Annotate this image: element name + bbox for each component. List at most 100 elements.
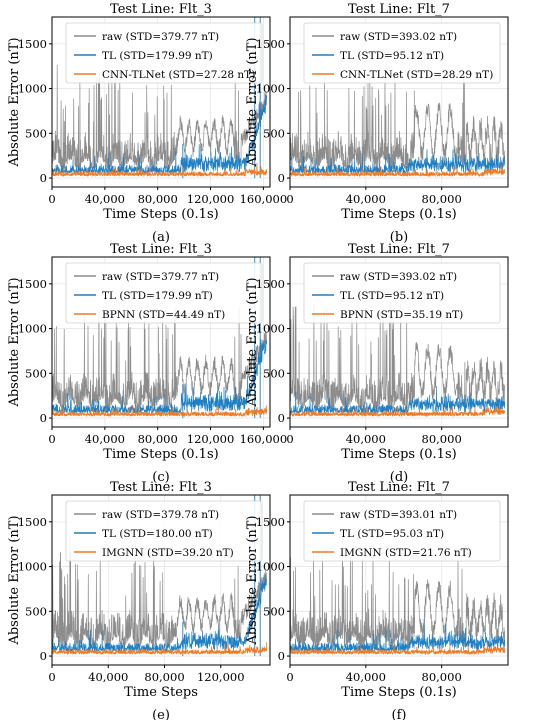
- legend: raw (STD=379.77 nT) TL (STD=179.99 nT) BPN…: [65, 262, 263, 324]
- legend: raw (STD=393.02 nT) TL (STD=95.12 nT) BPNN…: [303, 262, 501, 324]
- x-tick-label: 0: [48, 192, 55, 206]
- panel-caption: (a): [152, 230, 170, 245]
- y-tick-label: 1500: [18, 277, 47, 291]
- plot-frame: [51, 16, 271, 188]
- legend-box: [65, 262, 263, 324]
- y-axis-label: Absolute Error (nT): [7, 37, 22, 167]
- x-tick-label: 80,000: [422, 192, 462, 206]
- plot-area: [52, 257, 268, 419]
- y-tick-label: 0: [40, 411, 47, 425]
- plot-frame: [289, 256, 509, 428]
- y-tick-label: 0: [278, 411, 285, 425]
- plot-frame: [289, 16, 509, 188]
- legend-entry: BPNN (STD=35.19 nT): [340, 309, 463, 321]
- x-tick-label: 80,000: [144, 670, 184, 684]
- legend-box: [303, 500, 501, 562]
- y-tick-label: 1000: [256, 322, 285, 336]
- legend-entry: TL (STD=95.12 nT): [340, 290, 444, 302]
- y-tick-label: 500: [25, 126, 47, 140]
- legend-entry: raw (STD=393.02 nT): [340, 271, 457, 283]
- y-axis-label: Absolute Error (nT): [245, 37, 260, 167]
- chart-title: Test Line: Flt_3: [110, 2, 212, 17]
- series-tl: [290, 618, 506, 652]
- legend-entry: TL (STD=179.99 nT): [102, 290, 213, 302]
- x-axis-label: Time Steps (0.1s): [341, 685, 456, 700]
- x-tick-label: 40,000: [346, 670, 386, 684]
- panel-caption: (e): [152, 708, 170, 720]
- x-tick-label: 120,000: [187, 432, 235, 446]
- x-axis-label: Time Steps (0.1s): [341, 447, 456, 462]
- legend-box: [65, 22, 263, 84]
- y-tick-label: 1000: [18, 322, 47, 336]
- plot-frame: [51, 494, 271, 666]
- series-model: [290, 405, 506, 418]
- legend: raw (STD=379.77 nT) TL (STD=179.99 nT) CNN…: [65, 22, 263, 84]
- legend-entry: raw (STD=393.01 nT): [340, 509, 457, 521]
- series-tl: [52, 94, 268, 174]
- plot-area: [290, 534, 506, 656]
- plot-area: [290, 70, 506, 178]
- plot-area: [290, 301, 506, 418]
- chart-title: Test Line: Flt_3: [110, 242, 212, 257]
- y-tick-label: 500: [263, 604, 285, 618]
- legend-entry: BPNN (STD=44.49 nT): [102, 309, 225, 321]
- x-tick-label: 40,000: [85, 192, 125, 206]
- series-raw: [290, 301, 506, 411]
- y-tick-label: 1500: [256, 277, 285, 291]
- panel-f: 0 500 1000 1500 0 40,000 80,000 Test Line: Flt_…: [245, 480, 509, 720]
- y-tick-label: 500: [263, 366, 285, 380]
- series-model: [52, 405, 268, 418]
- legend-entry: TL (STD=95.12 nT): [340, 50, 444, 62]
- legend-entry: CNN-TLNet (STD=27.28 nT): [102, 69, 255, 81]
- chart-title: Test Line: Flt_3: [110, 480, 212, 495]
- legend: raw (STD=393.02 nT) TL (STD=95.12 nT) CNN-…: [303, 22, 501, 84]
- x-tick-label: 0: [286, 670, 293, 684]
- x-tick-label: 120,000: [197, 670, 245, 684]
- legend-box: [303, 22, 501, 84]
- panel-c: 0 500 1000 1500 0 40,000 80,000 120,000 160,000 T…: [7, 242, 287, 485]
- legend-box: [65, 500, 263, 562]
- x-tick-label: 0: [286, 192, 293, 206]
- series-raw: [52, 536, 267, 650]
- y-tick-label: 0: [278, 649, 285, 663]
- x-tick-label: 80,000: [422, 432, 462, 446]
- legend-entry: raw (STD=379.77 nT): [102, 31, 219, 43]
- x-tick-label: 80,000: [422, 670, 462, 684]
- panel-b: 0 500 1000 1500 0 40,000 80,000 Test Line: Flt_…: [245, 2, 509, 245]
- y-tick-label: 1000: [256, 82, 285, 96]
- x-tick-label: 80,000: [138, 432, 178, 446]
- y-tick-label: 1000: [18, 82, 47, 96]
- plot-frame: [289, 494, 509, 666]
- y-tick-label: 1500: [18, 515, 47, 529]
- panel-caption: (c): [152, 470, 169, 485]
- panel-d: 0 500 1000 1500 0 40,000 80,000 Test Line: Flt_…: [245, 242, 509, 485]
- y-tick-label: 500: [263, 126, 285, 140]
- y-tick-label: 500: [25, 366, 47, 380]
- x-tick-label: 40,000: [346, 432, 386, 446]
- panel-caption: (f): [392, 708, 407, 720]
- panel-a: 0 500 1000 1500 0 40,000 80,000 120,000 160,000 T…: [7, 2, 287, 245]
- x-tick-label: 160,000: [240, 192, 288, 206]
- chart-title: Test Line: Flt_7: [348, 2, 450, 17]
- series-model: [52, 162, 268, 178]
- legend-entry: raw (STD=393.02 nT): [340, 31, 457, 43]
- y-axis-label: Absolute Error (nT): [7, 277, 22, 407]
- series-raw: [52, 307, 268, 411]
- x-tick-label: 40,000: [85, 432, 125, 446]
- y-tick-label: 0: [40, 171, 47, 185]
- y-tick-label: 1000: [18, 560, 47, 574]
- y-axis-label: Absolute Error (nT): [7, 515, 22, 645]
- chart-title: Test Line: Flt_7: [348, 242, 450, 257]
- legend-box: [303, 262, 501, 324]
- series-raw: [52, 64, 268, 171]
- panel-caption: (b): [390, 230, 408, 245]
- x-axis-label: Time Steps (0.1s): [103, 447, 218, 462]
- legend-entry: IMGNN (STD=21.76 nT): [340, 547, 472, 559]
- series-tl: [290, 149, 506, 175]
- y-tick-label: 1500: [18, 37, 47, 51]
- series-model: [52, 642, 268, 656]
- series-model: [290, 164, 506, 178]
- legend-entry: raw (STD=379.77 nT): [102, 271, 219, 283]
- x-axis-label: Time Steps (0.1s): [103, 207, 218, 222]
